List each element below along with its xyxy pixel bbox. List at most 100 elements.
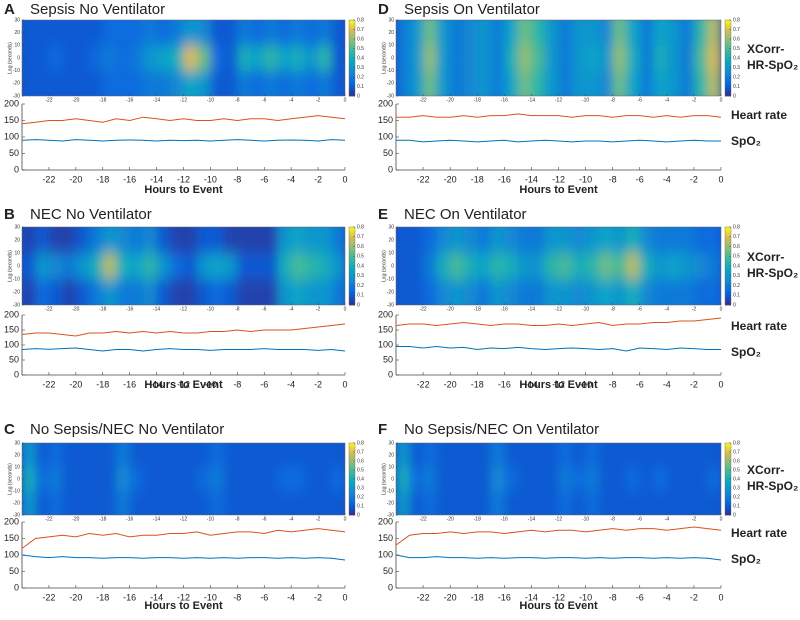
heatmap-cell (517, 227, 532, 253)
x-tick-label: -14 (150, 174, 163, 184)
colorbar-segment (349, 459, 355, 462)
heatmap-cell (89, 70, 104, 96)
colorbar-segment (725, 250, 731, 253)
heatmap-cell (223, 227, 238, 253)
colorbar-segment (349, 42, 355, 46)
x-tick-label: -16 (126, 97, 133, 103)
colorbar-segment (725, 450, 731, 453)
heatmap-cell (423, 227, 438, 253)
colorbar-tick-label: 0.5 (733, 467, 740, 473)
heatmap-cell (490, 20, 505, 46)
heatmap-cell (116, 70, 131, 96)
colorbar-segment (349, 455, 355, 458)
heatmap-cell (544, 227, 559, 253)
colorbar-segment (725, 234, 731, 238)
heatmap-cell (89, 253, 104, 279)
colorbar-segment (725, 246, 731, 249)
heatmap-cell (48, 70, 63, 96)
heatmap-cell (423, 467, 438, 491)
legend-label: Heart rate (731, 526, 787, 540)
heatmap-cell (250, 467, 265, 491)
heatmap-cell (331, 443, 345, 467)
heatmap-cell (129, 279, 144, 305)
heatmap-cell (504, 443, 519, 467)
heatmap-cell (531, 443, 546, 467)
x-tick-label: -18 (471, 174, 484, 184)
heatmap-cell (612, 20, 627, 46)
colorbar-segment (349, 506, 355, 509)
colorbar-segment (725, 80, 731, 84)
panel-letter: F (378, 421, 387, 438)
colorbar-segment (349, 246, 355, 249)
heatmap-cell (450, 491, 465, 515)
heatmap-cell (517, 491, 532, 515)
colorbar-tick-label: 0.6 (357, 244, 364, 250)
heatmap-cell (183, 443, 198, 467)
heatmap-cell (89, 45, 104, 71)
colorbar-segment (725, 61, 731, 65)
heatmap-cell (653, 253, 668, 279)
heatmap-cell (75, 443, 90, 467)
heatmap-cell (423, 45, 438, 71)
colorbar-segment (725, 297, 731, 300)
y-tick-label: 0 (17, 55, 20, 61)
colorbar-segment (725, 475, 731, 478)
colorbar-segment (725, 279, 731, 282)
heatmap-cell (558, 443, 573, 467)
colorbar-segment (349, 58, 355, 61)
heatmap-cell (599, 20, 614, 46)
heatmap-cell (693, 491, 708, 515)
colorbar-segment (349, 462, 355, 465)
heatmap-cell (264, 443, 279, 467)
heatmap-cell (304, 253, 319, 279)
heatmap-cell (396, 443, 411, 467)
x-tick-label: -20 (447, 306, 454, 312)
colorbar-segment (725, 256, 731, 259)
x-tick-label: -20 (444, 174, 457, 184)
colorbar-segment (725, 25, 731, 28)
panel-title: Sepsis No Ventilator (30, 1, 165, 18)
colorbar-segment (725, 236, 731, 240)
colorbar-segment (725, 497, 731, 500)
heatmap-cell (210, 467, 225, 491)
heatmap-cell (318, 279, 333, 305)
heatmap-cell (585, 443, 600, 467)
heatmap-cell (277, 70, 292, 96)
y-axis-label: Lag (seconds) (7, 42, 13, 74)
y-tick-label: 50 (9, 148, 19, 158)
colorbar-segment (349, 80, 355, 84)
colorbar-segment (349, 480, 355, 483)
heatmap-cell (223, 279, 238, 305)
heatmap-cell (237, 467, 252, 491)
colorbar-segment (349, 464, 355, 467)
x-tick-label: -4 (289, 97, 294, 103)
heatmap-cell (35, 45, 50, 71)
heatmap-cell (102, 253, 117, 279)
colorbar-tick-label: 0 (733, 302, 736, 308)
colorbar-segment (725, 295, 731, 298)
colorbar-segment (349, 248, 355, 251)
heatmap-cell (396, 467, 411, 491)
colorbar-segment (725, 301, 731, 304)
heatmap-cell (436, 45, 451, 71)
heatmap-cell (666, 279, 681, 305)
heatmap-cell (490, 70, 505, 96)
x-tick-label: -16 (126, 306, 133, 312)
y-tick-label: 10 (14, 250, 20, 256)
heatmap-cell (409, 20, 424, 46)
heatmap-cell (517, 279, 532, 305)
heatmap-cell (653, 467, 668, 491)
x-tick-label: -22 (45, 516, 52, 522)
heatmap-cell (250, 227, 265, 253)
heatmap-cell (409, 253, 424, 279)
x-tick-label: -18 (99, 97, 106, 103)
heatmap-cell (707, 443, 721, 467)
x-tick-label: -10 (579, 379, 592, 389)
heatmap-cell (196, 443, 211, 467)
x-tick-label: -4 (287, 379, 295, 389)
heatmap-cell (653, 491, 668, 515)
colorbar-segment (725, 448, 731, 451)
heatmap-cell (531, 491, 546, 515)
heatmap-cell (22, 70, 36, 96)
y-tick-label: 20 (388, 237, 394, 243)
